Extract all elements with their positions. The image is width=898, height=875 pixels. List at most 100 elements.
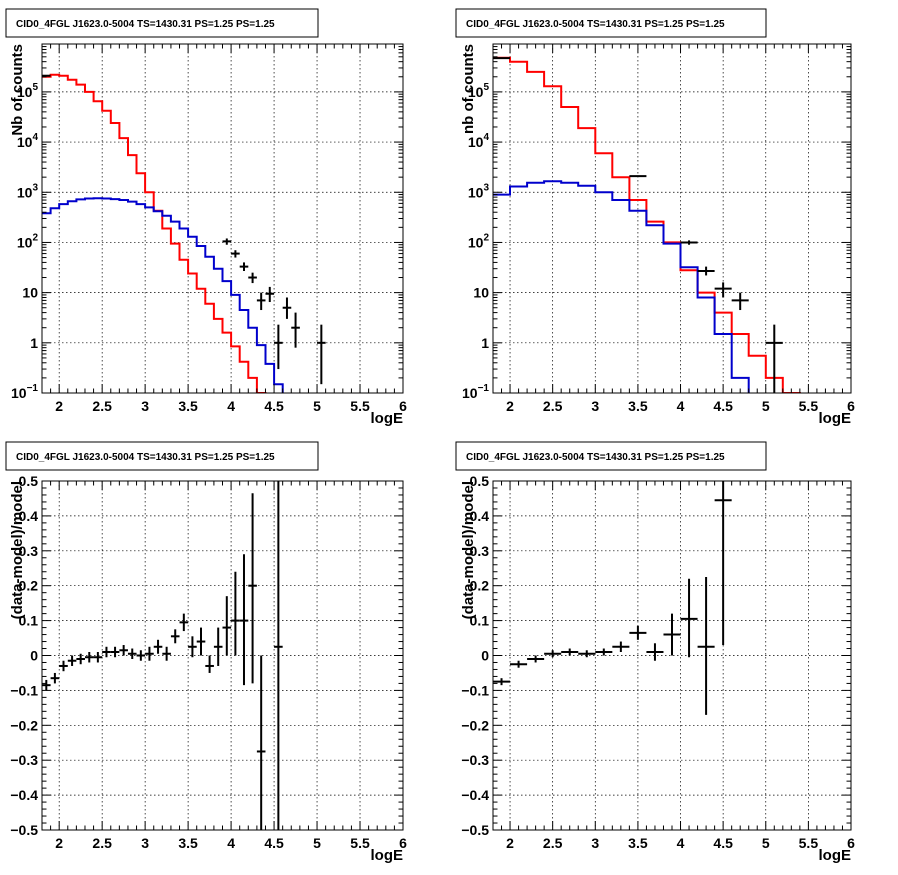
tick-exponent: −1: [27, 383, 39, 394]
x-tick-label: 5.5: [799, 398, 819, 414]
data-point: [102, 646, 111, 658]
data-point: [205, 655, 214, 673]
data-point: [136, 650, 146, 661]
y-tick-label: 0.4: [19, 508, 39, 524]
tick-base: 10: [17, 234, 33, 250]
y-tick-label: 0.3: [470, 543, 490, 559]
series-component_model: [493, 180, 750, 393]
data-point: [629, 625, 647, 640]
grid-lines: [42, 44, 403, 393]
data-point: [697, 576, 715, 715]
data-point: [578, 650, 596, 658]
data-point: [317, 324, 326, 385]
x-tick-label: 4.5: [713, 835, 733, 851]
y-tick-label: 0.1: [19, 613, 39, 629]
x-tick-label: 6: [847, 835, 855, 851]
y-tick-label: 1: [481, 335, 489, 351]
y-tick-label: −0.1: [10, 682, 38, 698]
data-layer: [42, 73, 326, 393]
x-tick-label: 3.5: [178, 835, 198, 851]
x-tick-label: 4: [227, 835, 235, 851]
data-point: [612, 641, 630, 653]
data-point: [646, 643, 664, 661]
tick-exponent: 5: [483, 82, 489, 93]
data-point: [282, 297, 292, 319]
data-point: [222, 596, 232, 656]
y-tick-label: 10−1: [462, 383, 489, 401]
x-tick-label: 5: [762, 835, 770, 851]
data-point: [697, 266, 715, 276]
tick-exponent: 4: [483, 132, 489, 143]
data-layer: [493, 56, 801, 393]
y-tick-label: 103: [468, 182, 490, 200]
tick-base: 10: [17, 184, 33, 200]
x-tick-label: 3: [141, 398, 149, 414]
y-tick-label: −0.4: [461, 787, 489, 803]
y-tick-label: 0.3: [19, 543, 39, 559]
data-layer: [42, 481, 283, 830]
tick-base: 10: [468, 84, 484, 100]
data-point: [731, 292, 749, 311]
y-tick-label: −0.5: [10, 822, 38, 838]
x-tick-label: 5: [762, 398, 770, 414]
data-point: [248, 272, 257, 284]
title-box: [5, 441, 319, 471]
data-point: [561, 648, 579, 656]
x-tick-label: 2: [506, 835, 514, 851]
data-point: [213, 627, 223, 666]
tick-base: 10: [11, 385, 27, 401]
tick-exponent: 4: [32, 132, 38, 143]
data-point: [222, 238, 232, 245]
axis-ticks: [492, 480, 852, 831]
chart-title: CID0_4FGL J1623.0-5004 TS=1430.31 PS=1.2…: [16, 452, 275, 463]
x-tick-label: 4: [677, 835, 685, 851]
data-point: [188, 636, 197, 658]
data-point: [510, 660, 528, 668]
x-tick-label: 2.5: [92, 398, 112, 414]
tick-exponent: 2: [32, 232, 38, 243]
x-axis-title: logE: [371, 410, 404, 427]
x-tick-label: 5: [313, 398, 321, 414]
data-point: [765, 324, 783, 393]
y-tick-label: 0.5: [19, 473, 39, 489]
series-component_model: [42, 197, 284, 393]
data-point: [493, 678, 511, 686]
data-point: [84, 652, 94, 663]
data-point: [239, 554, 249, 686]
series-total_model: [42, 73, 267, 393]
data-point: [42, 679, 51, 691]
data-point: [231, 250, 240, 258]
tick-exponent: 2: [483, 232, 489, 243]
x-tick-label: 5: [313, 835, 321, 851]
data-point: [256, 655, 266, 830]
data-point: [119, 645, 128, 656]
y-tick-label: 104: [468, 132, 490, 150]
x-tick-label: 5.5: [799, 835, 819, 851]
x-tick-label: 2: [55, 398, 63, 414]
x-tick-label: 5.5: [350, 398, 370, 414]
x-tick-label: 6: [399, 835, 407, 851]
x-tick-label: 4: [227, 398, 235, 414]
data-point: [274, 481, 283, 830]
data-point: [93, 652, 103, 663]
data-point: [145, 646, 154, 661]
tick-base: 10: [17, 84, 33, 100]
x-tick-label: 2.5: [543, 398, 563, 414]
tick-exponent: 3: [483, 182, 489, 193]
x-tick-label: 2: [55, 835, 63, 851]
x-tick-label: 6: [399, 398, 407, 414]
tick-base: 10: [17, 134, 33, 150]
y-tick-label: 1: [30, 335, 38, 351]
title-box: [455, 441, 767, 471]
data-point: [67, 655, 77, 666]
y-tick-label: 0.2: [19, 578, 39, 594]
chart-counts-coarse: 2 2.5 3 3.5 4 4.5 5 5.5 610−1110102103104105logE…: [455, 8, 855, 427]
y-tick-label: −0.2: [10, 717, 38, 733]
x-axis-title: logE: [371, 847, 404, 864]
tick-base: 10: [468, 234, 484, 250]
data-point: [527, 655, 545, 663]
y-axis-title: Nb of counts: [9, 44, 26, 136]
data-point: [714, 481, 732, 646]
data-point: [110, 646, 120, 658]
x-tick-label: 2.5: [92, 835, 112, 851]
